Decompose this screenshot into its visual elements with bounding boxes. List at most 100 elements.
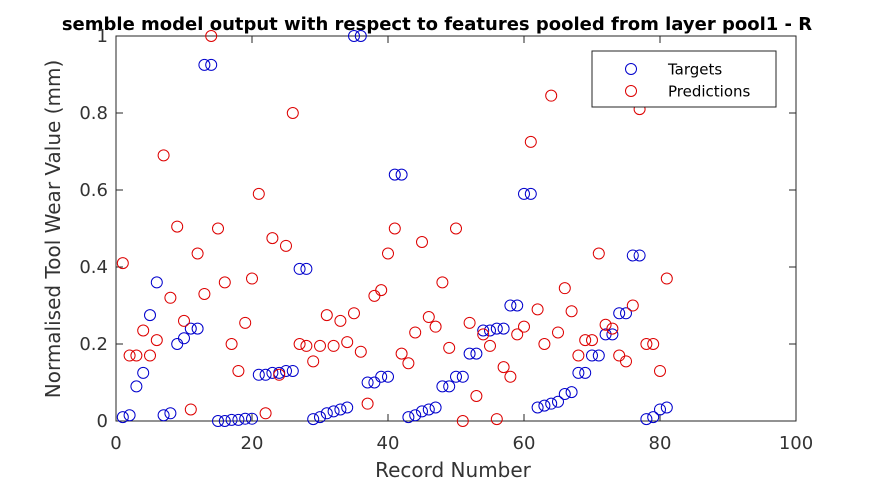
x-tick-label: 20 (241, 433, 264, 454)
predictions-point (511, 328, 524, 341)
predictions-point (116, 257, 129, 270)
predictions-point (314, 339, 326, 352)
predictions-point (354, 345, 367, 358)
predictions-point (538, 338, 551, 350)
legend: Targets Predictions (591, 50, 777, 108)
predictions-point (395, 347, 408, 360)
predictions-point (572, 349, 585, 362)
x-tick-label: 100 (779, 433, 813, 454)
targets-point (144, 309, 156, 322)
predictions-point (518, 320, 530, 333)
predictions-point (246, 272, 258, 285)
predictions-point (592, 247, 605, 260)
x-tick-label: 40 (377, 433, 400, 454)
predictions-point (409, 326, 422, 339)
predictions-point (531, 303, 544, 316)
y-tick-label: 0.4 (79, 257, 108, 278)
targets-point (246, 412, 258, 425)
predictions-point (252, 187, 265, 200)
predictions-point (456, 415, 469, 427)
targets-point (463, 347, 476, 360)
predictions-point (171, 220, 184, 233)
y-tick-label: 1 (97, 26, 108, 47)
predictions-point (225, 338, 238, 350)
legend-label-targets: Targets (667, 61, 722, 79)
predictions-point (654, 364, 666, 377)
predictions-point (205, 30, 218, 42)
predictions-point (647, 338, 660, 350)
targets-point (395, 168, 408, 181)
predictions-point (416, 235, 428, 248)
predictions-point (477, 328, 490, 341)
predictions-point (361, 397, 374, 410)
predictions-point (463, 316, 476, 329)
chart-title: semble model output with respect to feat… (62, 14, 812, 35)
targets-point (538, 399, 551, 412)
predictions-point (504, 370, 517, 383)
targets-point (654, 403, 666, 416)
predictions-point (579, 334, 592, 347)
targets-point (409, 409, 422, 422)
targets-point (558, 388, 571, 401)
targets-point (552, 395, 564, 408)
targets-point (586, 349, 598, 362)
predictions-point (300, 339, 313, 352)
axis-ticks (115, 35, 797, 422)
targets-point (178, 332, 190, 345)
series-targets (116, 30, 673, 427)
targets-point (218, 415, 231, 427)
predictions-point (259, 407, 272, 420)
legend-marker-predictions (625, 85, 637, 97)
y-tick-label: 0.8 (79, 103, 108, 124)
targets-point (164, 407, 177, 420)
x-tick-label: 80 (649, 433, 672, 454)
targets-point (191, 322, 204, 335)
targets-point (252, 368, 265, 381)
targets-point (579, 366, 592, 379)
predictions-point (558, 282, 571, 295)
series-predictions (116, 30, 673, 427)
predictions-point (307, 355, 320, 368)
targets-point (239, 412, 252, 425)
predictions-point (198, 287, 211, 300)
predictions-point (620, 355, 632, 368)
targets-point (497, 322, 510, 335)
targets-point (402, 411, 415, 424)
predictions-point (626, 299, 639, 312)
predictions-point (137, 324, 150, 337)
predictions-point (341, 336, 354, 349)
targets-point (470, 347, 483, 360)
predictions-point (402, 357, 415, 370)
predictions-point (266, 232, 279, 245)
targets-point (416, 405, 428, 418)
targets-point (436, 380, 449, 393)
predictions-point (497, 361, 510, 374)
predictions-point (545, 89, 558, 102)
predictions-point (490, 413, 503, 426)
x-tick-label: 60 (513, 433, 536, 454)
targets-point (388, 168, 401, 181)
targets-point (116, 411, 129, 424)
targets-point (606, 328, 619, 341)
predictions-point (382, 247, 394, 260)
targets-point (361, 376, 374, 389)
predictions-point (640, 338, 653, 350)
targets-point (341, 401, 354, 414)
targets-point (450, 370, 462, 383)
targets-point (660, 401, 673, 414)
targets-point (620, 307, 632, 320)
y-tick-label: 0 (97, 411, 108, 432)
y-tick-label: 0.6 (79, 180, 108, 201)
predictions-point (586, 334, 598, 347)
targets-point (334, 403, 347, 416)
targets-point (225, 413, 238, 426)
targets-point (504, 299, 517, 312)
predictions-point (280, 239, 292, 252)
targets-point (293, 262, 306, 275)
targets-point (157, 409, 170, 422)
predictions-point (157, 149, 170, 162)
predictions-point (286, 107, 299, 119)
targets-point (429, 401, 442, 414)
targets-point (633, 249, 646, 262)
predictions-point (218, 276, 231, 289)
